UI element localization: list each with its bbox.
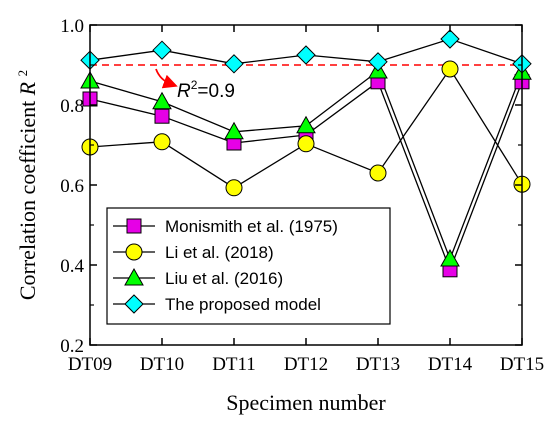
y-tick-label: 1.0 [60,16,84,37]
data-point [154,108,170,124]
data-point [440,29,460,49]
legend-marker [125,243,143,261]
legend-box [106,207,391,325]
data-point [152,40,172,60]
x-tick-label: DT09 [68,354,112,375]
y-tick-label: 0.2 [60,336,84,357]
data-point [368,52,388,72]
data-point [369,164,387,182]
x-tick-label: DT13 [356,354,400,375]
x-axis-ticks: DT09 DT10 DT11 DT12 DT13 DT14 DT15 [68,25,544,375]
y-axis-ticks: 0.2 0.4 0.6 0.8 1.0 [60,16,522,357]
reference-label-sup: 2 [191,78,198,92]
y-tick-label: 0.6 [60,176,84,197]
series-markers-1 [81,60,531,197]
y-axis-title: Correlation coefficient R 2 [15,70,40,300]
data-point [441,60,459,78]
legend-entry: Liu et al. (2016) [113,267,283,288]
series-markers-3 [80,29,532,74]
reference-label-symbol: R [177,81,191,102]
legend-entry: The proposed model [113,294,321,314]
data-point [224,121,244,140]
data-point [152,91,172,110]
y-tick-label: 0.8 [60,96,84,117]
y-axis-title-sup: 2 [15,70,30,77]
legend-label: Monismith et al. (1975) [165,217,338,236]
legend-marker [124,267,144,286]
legend-entry: Li et al. (2018) [113,243,274,262]
x-axis-title: Specimen number [226,390,386,415]
data-point [153,133,171,151]
x-tick-label: DT10 [140,354,184,375]
data-point [297,135,315,153]
reference-label: R2=0.9 [177,78,235,102]
data-point [225,179,243,197]
data-point [296,45,316,65]
x-tick-label: DT14 [428,354,473,375]
x-tick-label: DT12 [284,354,328,375]
data-point [440,248,460,267]
reference-arrow [155,68,178,89]
legend-marker [126,218,142,234]
legend-marker [124,294,144,314]
y-axis-title-symbol: R [15,81,40,96]
y-axis-title-main: Correlation coefficient [15,101,40,300]
legend-label: Liu et al. (2016) [165,269,283,288]
legend-label: The proposed model [165,295,321,314]
x-tick-label: DT11 [212,354,256,375]
legend-entry: Monismith et al. (1975) [113,217,338,236]
legend-label: Li et al. (2018) [165,243,274,262]
legend: Monismith et al. (1975) Li et al. (2018) L… [106,207,391,325]
y-tick-label: 0.4 [60,256,84,277]
x-tick-label: DT15 [500,354,544,375]
data-point [296,115,316,134]
reference-label-value: =0.9 [197,81,235,102]
data-point [224,54,244,74]
